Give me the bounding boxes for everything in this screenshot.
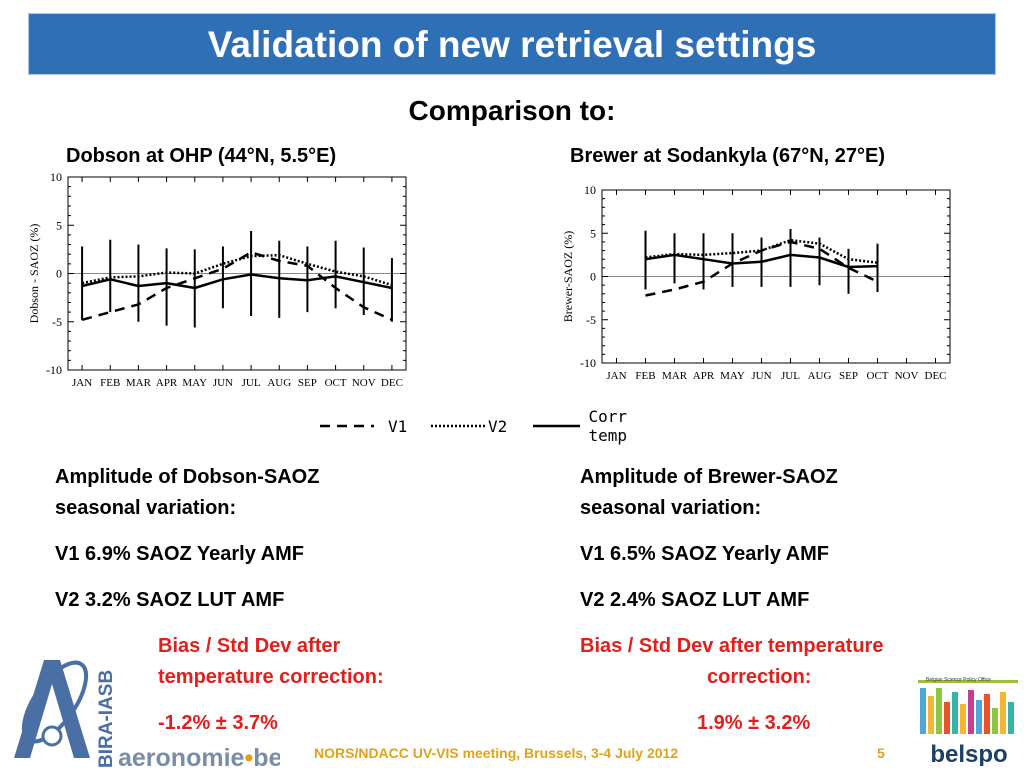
- bira-iasb-logo: BIRA-IASB aeronomie•be: [14, 660, 280, 768]
- dobson-y-tick-label: 10: [50, 170, 62, 184]
- right-v2-line: V2 2.4% SAOZ LUT AMF: [580, 589, 810, 611]
- legend-corr: Corr temp: [532, 407, 649, 445]
- left-bias-line1: Bias / Std Dev after: [158, 635, 341, 657]
- dobson-x-tick-label: AUG: [267, 377, 291, 389]
- brewer-x-tick-label: AUG: [808, 370, 832, 382]
- dobson-y-tick-label: -5: [52, 315, 62, 329]
- brewer-series-v2-line: [645, 238, 878, 264]
- dobson-x-tick-label: MAY: [182, 377, 207, 389]
- brewer-y-tick-label: -10: [580, 356, 596, 370]
- brewer-y-tick-label: 5: [590, 226, 596, 240]
- dobson-x-tick-label: SEP: [298, 377, 317, 389]
- right-v1-line: V1 6.5% SAOZ Yearly AMF: [580, 543, 829, 565]
- belspo-color-bars: [920, 688, 1014, 734]
- right-bias-line1: Bias / Std Dev after temperature: [580, 635, 884, 657]
- dobson-series-v1-line: [81, 251, 393, 322]
- dobson-y-tick-label: -10: [46, 363, 62, 377]
- dobson-y-tick-label: 5: [56, 218, 62, 232]
- brewer-x-tick-label: JUN: [751, 370, 771, 382]
- dobson-y-tick-label: 0: [56, 267, 62, 281]
- left-text-block: Amplitude of Dobson-SAOZ seasonal variat…: [55, 462, 495, 739]
- legend-v1: V1: [318, 414, 407, 438]
- legend-v2-label: V2: [488, 416, 508, 436]
- dotted-line-swatch: [431, 424, 487, 428]
- left-v1-line: V1 6.9% SAOZ Yearly AMF: [55, 543, 304, 565]
- logo-domain-text: aeronomie•be: [118, 744, 280, 768]
- brewer-series-corr-temp-line: [645, 253, 878, 269]
- dashed-line-swatch: [320, 424, 374, 428]
- dobson-x-tick-label: JAN: [72, 377, 92, 389]
- brewer-x-tick-label: JAN: [606, 370, 626, 382]
- legend-corr-label: Corr temp: [588, 407, 628, 445]
- logo-vertical-text: BIRA-IASB: [96, 670, 117, 768]
- slide-subtitle: Comparison to:: [408, 95, 616, 126]
- right-heading-line2: seasonal variation:: [580, 497, 762, 519]
- brewer-y-axis-label: Brewer-SAOZ (%): [561, 231, 575, 322]
- dobson-y-axis-label: Dobson - SAOZ (%): [27, 224, 41, 324]
- dobson-x-tick-label: APR: [156, 377, 178, 389]
- solid-line-swatch: [533, 424, 581, 428]
- brewer-y-tick-label: 10: [584, 183, 596, 197]
- left-heading-line2: seasonal variation:: [55, 497, 237, 519]
- brewer-chart: 10 5 0 -5 -10 JAN FEB MAR APR MAY JUN JUL AUG SEP OCT N…: [561, 183, 951, 382]
- brewer-x-tick-label: JUL: [781, 370, 800, 382]
- dobson-x-tick-label: NOV: [352, 377, 376, 389]
- brewer-x-tick-label: DEC: [925, 370, 947, 382]
- legend-v1-label: V1: [388, 416, 408, 436]
- brewer-y-tick-label: -5: [586, 313, 596, 327]
- left-v2-line: V2 3.2% SAOZ LUT AMF: [55, 589, 285, 611]
- left-chart-title: Dobson at OHP (44°N, 5.5°E): [66, 145, 337, 167]
- belspo-name: belspo: [930, 741, 1007, 766]
- brewer-x-tick-label: SEP: [839, 370, 858, 382]
- brewer-x-tick-label: APR: [693, 370, 715, 382]
- brewer-x-tick-label: FEB: [635, 370, 655, 382]
- left-heading-line1: Amplitude of Dobson-SAOZ: [55, 466, 320, 488]
- right-heading-line1: Amplitude of Brewer-SAOZ: [580, 466, 838, 488]
- dobson-series-corr-temp-line: [81, 273, 393, 290]
- legend-v2: V2: [430, 414, 507, 438]
- letter-a-shape: [14, 660, 90, 758]
- title-bar: Validation of new retrieval settings: [28, 13, 996, 75]
- dobson-x-tick-label: FEB: [100, 377, 120, 389]
- belspo-small-text: Belgian Science Policy Office: [926, 677, 991, 683]
- planet-icon: [41, 725, 63, 747]
- footer-text: NORS/NDACC UV-VIS meeting, Brussels, 3-4…: [314, 745, 679, 761]
- dobson-x-tick-label: JUN: [213, 377, 233, 389]
- right-chart-title: Brewer at Sodankyla (67°N, 27°E): [570, 145, 886, 167]
- left-bias-line2: temperature correction:: [158, 666, 384, 688]
- slide-title: Validation of new retrieval settings: [207, 24, 817, 65]
- dobson-series-v2-line: [81, 253, 393, 287]
- dobson-x-tick-label: MAR: [126, 377, 152, 389]
- left-bias-value: -1.2% ± 3.7%: [158, 712, 278, 734]
- brewer-x-tick-label: MAY: [720, 370, 745, 382]
- right-bias-line2: correction:: [707, 666, 812, 688]
- dobson-chart: 10 5 0 -5 -10 JAN FEB MAR APR MAY JUN JUL AUG SEP OCT N…: [27, 170, 407, 389]
- page-number: 5: [877, 745, 885, 761]
- brewer-y-tick-label: 0: [590, 270, 596, 284]
- dobson-x-tick-label: OCT: [325, 377, 347, 389]
- brewer-x-tick-label: NOV: [895, 370, 919, 382]
- brewer-x-tick-label: MAR: [662, 370, 688, 382]
- right-bias-value: 1.9% ± 3.2%: [697, 712, 811, 734]
- right-text-block: Amplitude of Brewer-SAOZ seasonal variat…: [580, 462, 1000, 739]
- dobson-x-tick-label: JUL: [242, 377, 261, 389]
- brewer-x-tick-label: OCT: [867, 370, 889, 382]
- belspo-logo: Belgian Science Policy Office belspo: [916, 674, 1022, 766]
- dobson-x-tick-label: DEC: [381, 377, 403, 389]
